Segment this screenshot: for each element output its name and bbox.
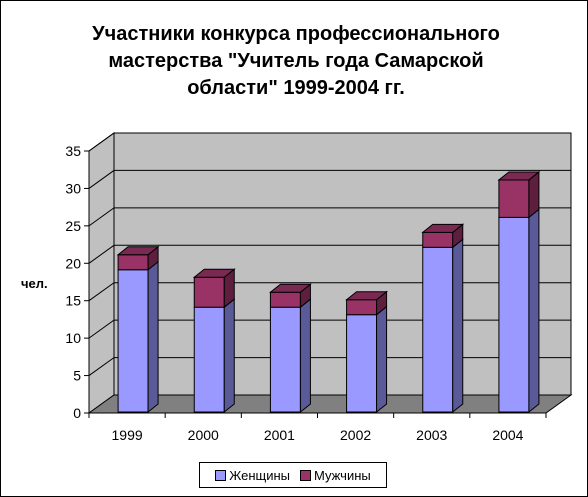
bar-men-2000 xyxy=(193,276,225,308)
gridline xyxy=(88,169,571,189)
x-tick-label: 2001 xyxy=(264,427,295,443)
legend-swatch-men xyxy=(300,469,311,481)
bar-side-women-2003 xyxy=(452,238,464,414)
bar-top-2001 xyxy=(268,283,312,293)
bar-side-women-2001 xyxy=(299,298,311,414)
gridline xyxy=(88,357,571,376)
bar-top-1999 xyxy=(116,246,160,256)
x-tick-label: 2003 xyxy=(416,427,447,443)
legend-item-women: Женщины xyxy=(215,468,290,483)
x-tick-label: 2004 xyxy=(492,427,523,443)
y-tick-label: 0 xyxy=(73,405,81,421)
bar-top-2004 xyxy=(497,171,541,181)
gridline xyxy=(88,282,571,302)
bar-women-2000 xyxy=(193,306,225,413)
bar-women-2002 xyxy=(346,314,378,413)
gridline xyxy=(88,244,571,264)
bar-women-2004 xyxy=(498,216,530,413)
legend-swatch-women xyxy=(215,469,227,481)
y-tick-label: 30 xyxy=(65,180,81,196)
legend-label-men: Мужчины xyxy=(314,467,371,483)
chart-title: Участники конкурса профессионального мас… xyxy=(41,21,551,102)
legend: Женщины Мужчины xyxy=(199,462,387,488)
legend-label-women: Женщины xyxy=(229,467,290,483)
x-tick-label: 1999 xyxy=(112,427,143,443)
y-tick-label: 35 xyxy=(65,143,81,159)
bar-women-1999 xyxy=(117,269,149,413)
bar-women-2001 xyxy=(269,306,301,413)
gridline xyxy=(88,132,571,152)
bar-men-2002 xyxy=(346,299,378,316)
y-tick-label: 10 xyxy=(65,330,81,346)
bar-top-2000 xyxy=(192,268,236,278)
gridline xyxy=(88,207,571,227)
gridline xyxy=(88,319,571,339)
x-tick-label: 2000 xyxy=(188,427,219,443)
bar-side-women-2002 xyxy=(376,305,388,414)
bar-men-2001 xyxy=(269,291,301,308)
bar-men-2003 xyxy=(422,231,454,248)
y-tick-label: 20 xyxy=(65,255,81,271)
y-tick-label: 15 xyxy=(65,293,81,309)
bar-top-2002 xyxy=(345,291,389,301)
bar-side-women-2004 xyxy=(528,208,540,414)
y-axis-label: чел. xyxy=(21,276,48,291)
legend-item-men: Мужчины xyxy=(300,468,371,483)
bar-side-women-1999 xyxy=(147,260,159,414)
bar-top-2003 xyxy=(421,223,465,233)
chart-title-line: области" 1999-2004 гг. xyxy=(187,77,405,99)
y-tick-label: 5 xyxy=(73,368,81,384)
chart-plot: 0 5 10 15 20 25 30 35 1999 2000 2001 2002 2003 2004 xyxy=(65,132,573,443)
bar-women-2003 xyxy=(422,246,454,413)
side-wall xyxy=(88,132,115,414)
y-tick-label: 25 xyxy=(65,218,81,234)
chart-title-line: Участники конкурса профессионального xyxy=(92,23,500,45)
x-tick-label: 2002 xyxy=(340,427,371,443)
chart-title-line: мастерства "Учитель года Самарской xyxy=(108,50,484,72)
bar-men-2004 xyxy=(498,179,530,218)
bar-side-women-2000 xyxy=(223,298,235,414)
bar-men-1999 xyxy=(117,254,149,271)
